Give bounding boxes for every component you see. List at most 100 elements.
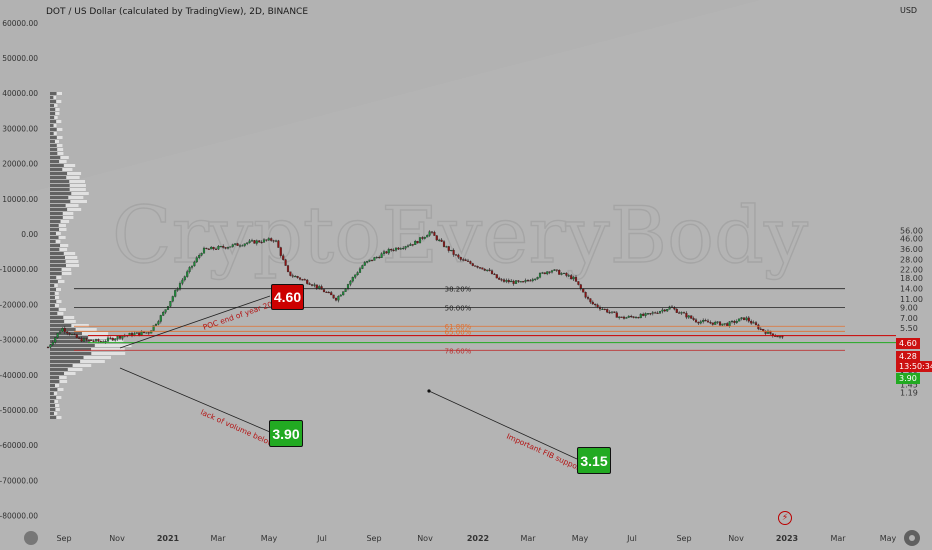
candle-body bbox=[351, 277, 354, 282]
volume-bar-buy bbox=[50, 252, 64, 255]
candle-body bbox=[596, 304, 599, 308]
candle-body bbox=[546, 271, 549, 275]
volume-bar-sell bbox=[63, 252, 76, 255]
candle-body bbox=[738, 318, 741, 322]
volume-bar-sell bbox=[62, 168, 73, 171]
candle-body bbox=[51, 342, 54, 345]
volume-bar-sell bbox=[59, 380, 68, 383]
right-tick-label: 22.00 bbox=[900, 266, 923, 275]
volume-bar-buy bbox=[50, 384, 55, 387]
candle-body bbox=[339, 294, 342, 297]
volume-bar-sell bbox=[56, 300, 62, 303]
volume-bar-buy bbox=[50, 388, 58, 391]
volume-bar-buy bbox=[50, 208, 68, 211]
candle-body bbox=[680, 312, 683, 314]
x-tick-label: Mar bbox=[520, 534, 536, 543]
candle-body bbox=[330, 292, 333, 296]
candle-body bbox=[610, 311, 614, 313]
volume-bar-sell bbox=[69, 180, 86, 183]
candle-body bbox=[171, 296, 174, 302]
candle-body bbox=[678, 312, 681, 314]
candle-body bbox=[452, 249, 455, 255]
candle-body bbox=[138, 332, 141, 336]
volume-bar-buy bbox=[50, 360, 81, 363]
candle-body bbox=[469, 261, 472, 264]
candle-body bbox=[104, 340, 107, 343]
gear-icon[interactable] bbox=[904, 530, 920, 546]
candle-body bbox=[241, 245, 244, 247]
candle-body bbox=[570, 275, 573, 280]
candle-body bbox=[445, 246, 448, 248]
x-tick-label: May bbox=[261, 534, 278, 543]
x-tick-label: Jul bbox=[316, 534, 327, 543]
candle-body bbox=[634, 317, 638, 319]
candle-body bbox=[625, 317, 628, 319]
volume-bar-buy bbox=[50, 100, 57, 103]
volume-bar-sell bbox=[70, 200, 87, 203]
candle-body bbox=[234, 243, 237, 245]
candle-body bbox=[212, 246, 215, 250]
candle-body bbox=[637, 317, 640, 319]
candle-body bbox=[147, 332, 150, 334]
candle-body bbox=[193, 261, 196, 267]
candle-body bbox=[226, 247, 230, 249]
candle-body bbox=[279, 247, 282, 256]
volume-bar-buy bbox=[50, 132, 54, 135]
volume-bar-buy bbox=[50, 192, 72, 195]
volume-bar-sell bbox=[59, 248, 68, 251]
candle-body bbox=[776, 336, 779, 338]
candle-body bbox=[507, 280, 510, 283]
volume-bar-sell bbox=[56, 136, 63, 139]
candle-body bbox=[325, 291, 328, 293]
volume-bar-sell bbox=[56, 396, 62, 399]
volume-bar-buy bbox=[50, 280, 58, 283]
volume-bar-buy bbox=[50, 216, 63, 219]
candle-body bbox=[150, 330, 153, 334]
candle-body bbox=[620, 316, 623, 318]
candle-body bbox=[90, 339, 93, 341]
volume-bar-sell bbox=[91, 352, 126, 355]
candle-body bbox=[466, 260, 470, 262]
candle-body bbox=[135, 332, 138, 334]
lightning-icon[interactable]: ⚡ bbox=[778, 511, 792, 525]
candle-body bbox=[642, 313, 645, 316]
volume-bar-sell bbox=[80, 360, 105, 363]
left-tick-label: -50000.00 bbox=[0, 406, 38, 415]
candle-body bbox=[128, 333, 131, 336]
left-tick-label: -60000.00 bbox=[0, 441, 38, 450]
volume-bar-sell bbox=[71, 192, 89, 195]
candle-body bbox=[471, 263, 474, 266]
volume-bar-sell bbox=[57, 312, 64, 315]
candle-body bbox=[270, 238, 273, 241]
candle-body bbox=[562, 272, 566, 275]
volume-bar-buy bbox=[50, 268, 62, 271]
candle-body bbox=[296, 276, 299, 278]
volume-bar-sell bbox=[53, 412, 58, 415]
candle-body bbox=[658, 311, 662, 314]
candle-body bbox=[464, 259, 467, 262]
candle-body bbox=[392, 249, 395, 252]
candle-body bbox=[198, 255, 201, 258]
candle-body bbox=[358, 268, 362, 273]
candle-body bbox=[577, 281, 580, 285]
volume-bar-buy bbox=[50, 316, 64, 319]
tradingview-logo-icon[interactable] bbox=[24, 531, 38, 545]
candle-body bbox=[454, 254, 458, 256]
candle-body bbox=[80, 338, 83, 342]
candle-body bbox=[49, 344, 52, 348]
candle-body bbox=[534, 278, 537, 280]
candle-body bbox=[250, 240, 254, 242]
candle-body bbox=[394, 247, 398, 251]
candle-body bbox=[781, 336, 784, 338]
candle-body bbox=[97, 339, 100, 342]
volume-bar-buy bbox=[50, 348, 92, 351]
volume-bar-sell bbox=[54, 140, 60, 143]
volume-bar-buy bbox=[50, 156, 61, 159]
candle-body bbox=[618, 316, 621, 318]
candle-body bbox=[589, 298, 592, 303]
candle-body bbox=[498, 277, 501, 280]
candle-body bbox=[186, 271, 189, 277]
candle-body bbox=[332, 294, 335, 299]
chart-title: DOT / US Dollar (calculated by TradingVi… bbox=[46, 7, 309, 17]
